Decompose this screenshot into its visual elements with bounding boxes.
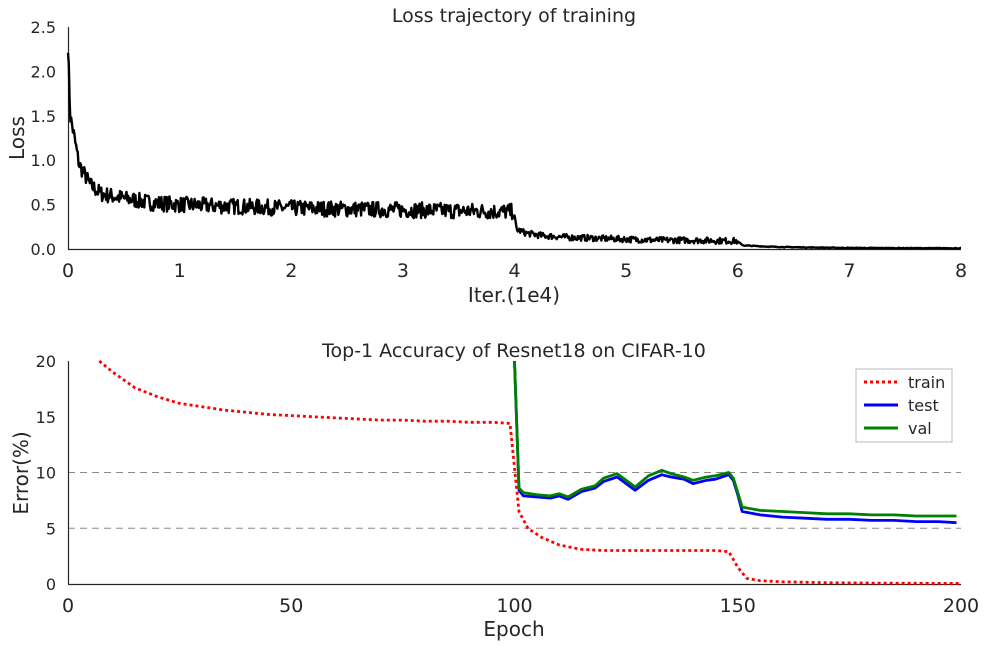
error-series: [98, 359, 962, 585]
x-tick-label: 150: [720, 595, 756, 617]
loss-subplot: Loss trajectory of training 0 1 2 3 4 5 6 7 8 0.…: [5, 5, 967, 307]
loss-y-axis-label: Loss: [5, 116, 29, 160]
x-tick-label: 2: [285, 260, 297, 282]
error-x-axis-label: Epoch: [483, 617, 544, 641]
error-y-axis-label: Error(%): [9, 431, 33, 514]
x-tick-label: 200: [943, 595, 979, 617]
y-tick-label: 0: [46, 575, 56, 594]
error-subplot: Top-1 Accuracy of Resnet18 on CIFAR-10 0…: [9, 340, 979, 641]
x-tick-label: 4: [508, 260, 520, 282]
loss-x-axis-label: Iter.(1e4): [468, 283, 560, 307]
x-tick-label: 8: [955, 260, 967, 282]
y-tick-label: 15: [36, 408, 56, 427]
y-tick-label: 0.5: [31, 196, 56, 215]
y-tick-label: 0.0: [31, 240, 56, 259]
error-chart-title: Top-1 Accuracy of Resnet18 on CIFAR-10: [321, 340, 706, 362]
x-tick-label: 5: [620, 260, 632, 282]
x-tick-label: 3: [397, 260, 409, 282]
loss-y-tick-labels: 0.0 0.5 1.0 1.5 2.0 2.5: [31, 18, 56, 259]
x-tick-label: 7: [843, 260, 855, 282]
x-tick-label: 50: [279, 595, 303, 617]
x-tick-label: 100: [496, 595, 532, 617]
loss-chart-title: Loss trajectory of training: [392, 5, 636, 27]
y-tick-label: 10: [36, 464, 56, 483]
x-tick-label: 0: [62, 595, 74, 617]
y-tick-label: 2.5: [31, 18, 56, 37]
legend: train test val: [855, 368, 953, 443]
y-tick-label: 1.5: [31, 107, 56, 126]
x-tick-label: 0: [62, 260, 74, 282]
error-gridlines: [68, 472, 961, 529]
y-tick-label: 5: [46, 519, 56, 538]
loss-x-tick-labels: 0 1 2 3 4 5 6 7 8: [62, 260, 967, 282]
y-tick-label: 1.0: [31, 151, 56, 170]
series-line-val: [513, 360, 957, 518]
x-tick-label: 6: [732, 260, 744, 282]
legend-label-val: val: [908, 419, 932, 438]
legend-label-test: test: [908, 396, 939, 415]
y-tick-label: 20: [36, 352, 56, 371]
y-tick-label: 2.0: [31, 62, 56, 81]
legend-label-train: train: [908, 373, 945, 392]
series-line-test: [513, 360, 957, 525]
x-tick-label: 1: [174, 260, 186, 282]
loss-line: [66, 52, 962, 250]
error-y-tick-labels: 0 5 10 15 20: [36, 352, 56, 594]
loss-series: [66, 52, 962, 250]
error-x-tick-labels: 0 50 100 150 200: [62, 595, 979, 617]
